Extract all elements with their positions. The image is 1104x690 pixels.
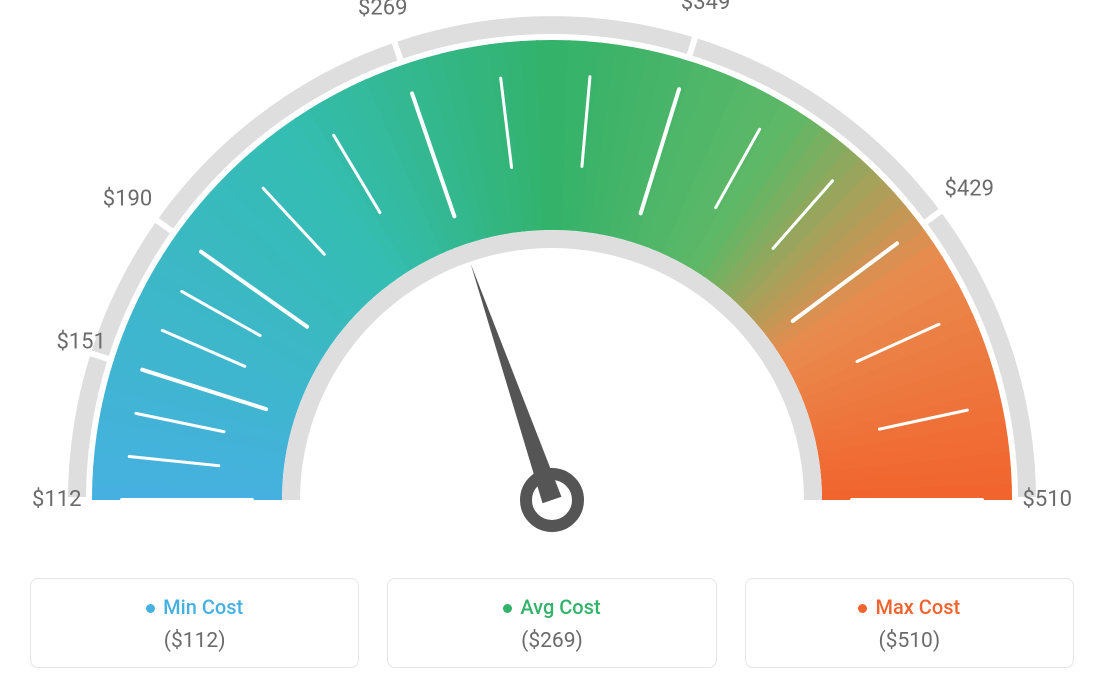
legend-max-title-text: Max Cost bbox=[875, 595, 960, 619]
legend-min-dot bbox=[146, 604, 155, 613]
legend-avg-title: Avg Cost bbox=[398, 595, 705, 619]
svg-text:$151: $151 bbox=[56, 329, 105, 354]
legend-avg-dot bbox=[503, 604, 512, 613]
legend-avg-card: Avg Cost ($269) bbox=[387, 578, 716, 668]
legend-row: Min Cost ($112) Avg Cost ($269) Max Cost… bbox=[30, 578, 1074, 668]
legend-min-value: ($112) bbox=[41, 629, 348, 653]
legend-min-title: Min Cost bbox=[41, 595, 348, 619]
legend-avg-title-text: Avg Cost bbox=[520, 595, 600, 619]
svg-text:$510: $510 bbox=[1023, 487, 1072, 512]
legend-min-card: Min Cost ($112) bbox=[30, 578, 359, 668]
legend-min-title-text: Min Cost bbox=[163, 595, 243, 619]
legend-avg-value: ($269) bbox=[398, 629, 705, 653]
legend-max-value: ($510) bbox=[756, 629, 1063, 653]
legend-max-title: Max Cost bbox=[756, 595, 1063, 619]
svg-text:$190: $190 bbox=[103, 187, 152, 212]
svg-text:$112: $112 bbox=[32, 487, 81, 512]
gauge-svg: $112 $151 $190 $269 $349 $429 $510 bbox=[0, 0, 1104, 560]
svg-text:$349: $349 bbox=[681, 0, 730, 15]
svg-text:$269: $269 bbox=[358, 0, 407, 20]
cost-gauge: $112 $151 $190 $269 $349 $429 $510 bbox=[0, 0, 1104, 560]
legend-max-card: Max Cost ($510) bbox=[745, 578, 1074, 668]
svg-text:$429: $429 bbox=[945, 177, 994, 202]
legend-max-dot bbox=[858, 604, 867, 613]
